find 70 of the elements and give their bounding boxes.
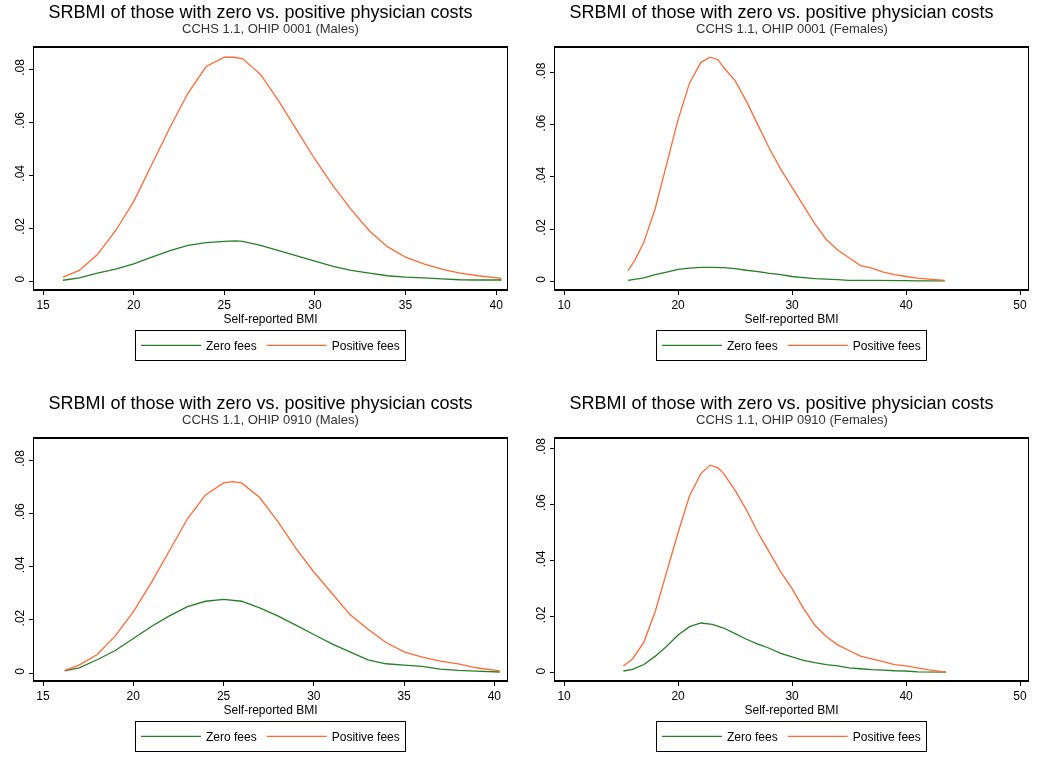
line-series — [622, 464, 947, 673]
x-tick-label: 35 — [398, 298, 413, 313]
legend-label: Positive fees — [852, 339, 921, 354]
legend-label: Zero fees — [206, 730, 257, 745]
legend-label: Zero fees — [727, 339, 778, 354]
chart-subtitle: CCHS 1.1, OHIP 0910 (Females) — [696, 412, 888, 427]
x-tick-label: 20 — [671, 298, 686, 313]
x-tick-label: 50 — [1013, 298, 1028, 313]
chart-subtitle: CCHS 1.1, OHIP 0910 (Males) — [182, 412, 359, 427]
x-tick-label: 25 — [216, 689, 231, 704]
y-tick-label: .02 — [534, 606, 549, 624]
y-tick-label: .04 — [534, 166, 549, 184]
x-axis-title: Self-reported BMI — [744, 703, 839, 718]
y-tick-label: .04 — [13, 164, 28, 182]
legend-label: Positive fees — [331, 730, 400, 745]
y-tick-label: .08 — [13, 58, 28, 76]
y-tick-label: .04 — [534, 550, 549, 568]
y-tick-label: .04 — [13, 556, 28, 574]
x-tick-label: 30 — [307, 689, 321, 704]
line-series — [64, 598, 501, 673]
y-tick-label: .02 — [13, 217, 28, 235]
chart-title: SRBMI of those with zero vs. positive physician costs — [569, 2, 994, 23]
x-tick-label: 20 — [126, 689, 141, 704]
x-tick-label: 40 — [487, 689, 502, 704]
x-tick-label: 30 — [308, 298, 322, 313]
line-series — [622, 622, 947, 673]
y-tick-label: .06 — [13, 503, 28, 521]
chart-title: SRBMI of those with zero vs. positive physician costs — [569, 393, 994, 414]
y-tick-label: .02 — [534, 218, 549, 236]
chart-subtitle: CCHS 1.1, OHIP 0001 (Males) — [182, 21, 359, 36]
x-axis-title: Self-reported BMI — [744, 312, 839, 327]
line-series — [627, 266, 946, 282]
x-tick-label: 20 — [671, 689, 686, 704]
line-series — [64, 480, 501, 672]
y-tick-label: 0 — [534, 667, 549, 675]
y-tick-label: 0 — [13, 275, 28, 283]
chart-subtitle: CCHS 1.1, OHIP 0001 (Females) — [696, 21, 888, 36]
legend-label: Positive fees — [852, 730, 921, 745]
x-tick-label: 10 — [557, 298, 572, 313]
y-tick-label: 0 — [534, 275, 549, 283]
x-axis-title: Self-reported BMI — [223, 312, 318, 327]
chart-title: SRBMI of those with zero vs. positive physician costs — [48, 2, 473, 23]
y-tick-label: .02 — [13, 609, 28, 627]
x-tick-label: 40 — [899, 689, 914, 704]
line-series — [62, 240, 503, 281]
line-series — [62, 56, 503, 280]
line-series — [627, 56, 946, 282]
x-tick-label: 30 — [785, 689, 800, 704]
y-tick-label: .06 — [534, 493, 549, 511]
x-tick-label: 40 — [899, 298, 914, 313]
x-tick-label: 10 — [557, 689, 572, 704]
x-tick-label: 35 — [397, 689, 412, 704]
y-tick-label: .08 — [534, 62, 549, 80]
legend-label: Zero fees — [206, 339, 257, 354]
x-axis-title: Self-reported BMI — [223, 703, 318, 718]
x-tick-label: 50 — [1013, 689, 1028, 704]
y-tick-label: .08 — [13, 449, 28, 467]
y-tick-label: .06 — [13, 111, 28, 129]
x-tick-label: 30 — [785, 298, 800, 313]
chart-title: SRBMI of those with zero vs. positive physician costs — [48, 393, 473, 414]
x-tick-label: 15 — [36, 689, 51, 704]
y-tick-label: 0 — [13, 667, 28, 675]
y-tick-label: .06 — [534, 114, 549, 132]
legend-label: Zero fees — [727, 730, 778, 745]
legend-label: Positive fees — [331, 339, 400, 354]
x-tick-label: 40 — [489, 298, 504, 313]
x-tick-label: 20 — [126, 298, 141, 313]
x-tick-label: 25 — [217, 298, 232, 313]
y-tick-label: .08 — [534, 437, 549, 455]
x-tick-label: 15 — [36, 298, 51, 313]
